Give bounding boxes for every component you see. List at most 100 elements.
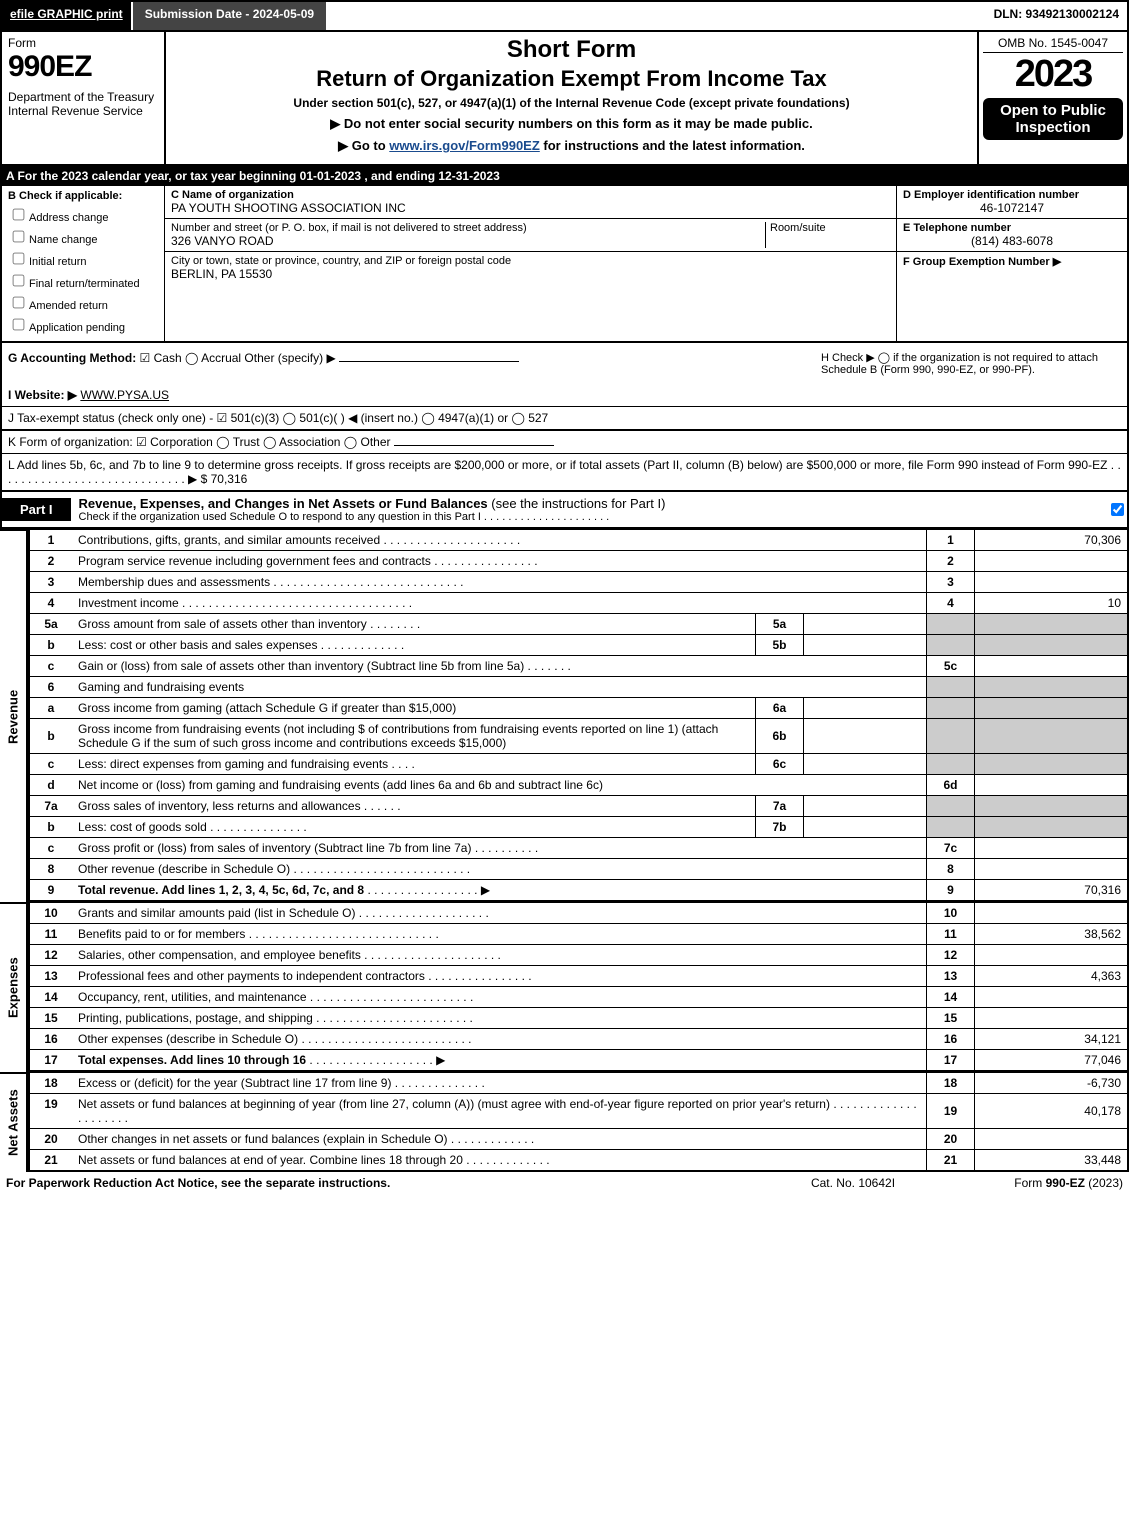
amount-14: [975, 987, 1129, 1008]
department: Department of the Treasury Internal Reve…: [8, 90, 158, 118]
amount-12: [975, 945, 1129, 966]
section-c: C Name of organization PA YOUTH SHOOTING…: [165, 186, 897, 341]
amount-18: -6,730: [975, 1073, 1129, 1094]
line-10: 10 Grants and similar amounts paid (list…: [29, 903, 1128, 924]
arrow-icon: ▶: [481, 883, 490, 897]
header-center: Short Form Return of Organization Exempt…: [166, 32, 979, 164]
chk-name-change[interactable]: Name change: [8, 227, 158, 246]
chk-final-return[interactable]: Final return/terminated: [8, 271, 158, 290]
line-7b: b Less: cost of goods sold . . . . . . .…: [29, 817, 1128, 838]
irs-link[interactable]: www.irs.gov/Form990EZ: [389, 138, 540, 153]
line-3: 3 Membership dues and assessments . . . …: [29, 572, 1128, 593]
phone-value: (814) 483-6078: [903, 234, 1121, 248]
g-options: ☑ Cash ◯ Accrual Other (specify) ▶: [140, 351, 336, 365]
amount-17: 77,046: [975, 1050, 1129, 1072]
line-19: 19 Net assets or fund balances at beginn…: [29, 1094, 1128, 1129]
revenue-section: Revenue 1 Contributions, gifts, grants, …: [0, 529, 1129, 902]
info-grid: B Check if applicable: Address change Na…: [0, 186, 1129, 343]
line-5b: b Less: cost or other basis and sales ex…: [29, 635, 1128, 656]
line-16: 16 Other expenses (describe in Schedule …: [29, 1029, 1128, 1050]
org-street-block: Number and street (or P. O. box, if mail…: [165, 219, 896, 252]
amount-19: 40,178: [975, 1094, 1129, 1129]
amount-21: 33,448: [975, 1150, 1129, 1172]
website-value: WWW.PYSA.US: [80, 388, 169, 402]
part-check: [1107, 500, 1127, 519]
part-subtitle: Check if the organization used Schedule …: [79, 511, 1099, 523]
k-other-line[interactable]: [394, 445, 554, 446]
omb-number: OMB No. 1545-0047: [983, 36, 1123, 53]
website-label: I Website: ▶: [8, 388, 77, 402]
line-6c: c Less: direct expenses from gaming and …: [29, 754, 1128, 775]
chk-address-change[interactable]: Address change: [8, 205, 158, 224]
amount-11: 38,562: [975, 924, 1129, 945]
group-exemption-label: F Group Exemption Number ▶: [903, 256, 1061, 268]
amount-4: 10: [975, 593, 1129, 614]
line-7a: 7a Gross sales of inventory, less return…: [29, 796, 1128, 817]
checkbox-icon[interactable]: [13, 275, 25, 287]
line-11: 11 Benefits paid to or for members . . .…: [29, 924, 1128, 945]
g-other-line[interactable]: [339, 361, 519, 362]
line-6b: b Gross income from fundraising events (…: [29, 719, 1128, 754]
street-label: Number and street (or P. O. box, if mail…: [171, 222, 527, 234]
l-text: L Add lines 5b, 6c, and 7b to line 9 to …: [8, 458, 1107, 472]
open-public-badge: Open to Public Inspection: [983, 98, 1123, 140]
part-badge: Part I: [2, 498, 71, 521]
chk-application-pending[interactable]: Application pending: [8, 315, 158, 334]
amount-8: [975, 859, 1129, 880]
org-city: BERLIN, PA 15530: [171, 267, 272, 281]
checkbox-icon[interactable]: [13, 319, 25, 331]
line-18: 18 Excess or (deficit) for the year (Sub…: [29, 1073, 1128, 1094]
form-header: Form 990EZ Department of the Treasury In…: [0, 32, 1129, 166]
checkbox-icon[interactable]: [13, 209, 25, 221]
section-d-e-f: D Employer identification number 46-1072…: [897, 186, 1127, 341]
revenue-tab: Revenue: [0, 529, 28, 902]
section-j: J Tax-exempt status (check only one) - ☑…: [0, 406, 1129, 429]
l-amount: 70,316: [207, 472, 247, 486]
line-21: 21 Net assets or fund balances at end of…: [29, 1150, 1128, 1172]
phone-block: E Telephone number (814) 483-6078: [897, 219, 1127, 252]
chk-amended-return[interactable]: Amended return: [8, 293, 158, 312]
room-label: Room/suite: [765, 222, 890, 248]
part-title-main: Revenue, Expenses, and Changes in Net As…: [79, 496, 488, 511]
revenue-table: 1 Contributions, gifts, grants, and simi…: [28, 529, 1129, 902]
top-bar: efile GRAPHIC print Submission Date - 20…: [0, 0, 1129, 32]
checkbox-icon[interactable]: [13, 253, 25, 265]
netassets-table: 18 Excess or (deficit) for the year (Sub…: [28, 1072, 1129, 1172]
g-label: G Accounting Method:: [8, 351, 136, 365]
efile-print-link[interactable]: efile GRAPHIC print: [2, 2, 133, 30]
ein-label: D Employer identification number: [903, 189, 1079, 201]
under-section: Under section 501(c), 527, or 4947(a)(1)…: [172, 96, 971, 110]
line-20: 20 Other changes in net assets or fund b…: [29, 1129, 1128, 1150]
org-name-label: C Name of organization: [171, 189, 294, 201]
j-text: J Tax-exempt status (check only one) - ☑…: [8, 411, 548, 425]
dln: DLN: 93492130002124: [986, 2, 1127, 30]
line-1: 1 Contributions, gifts, grants, and simi…: [29, 530, 1128, 551]
instruction-prefix: ▶ Go to: [338, 138, 389, 153]
short-form-title: Short Form: [172, 36, 971, 64]
form-number: 990EZ: [8, 50, 158, 84]
return-title: Return of Organization Exempt From Incom…: [172, 66, 971, 92]
instruction-goto: ▶ Go to www.irs.gov/Form990EZ for instru…: [172, 138, 971, 154]
expenses-section: Expenses 10 Grants and similar amounts p…: [0, 902, 1129, 1072]
ein-value: 46-1072147: [903, 201, 1121, 215]
org-name-block: C Name of organization PA YOUTH SHOOTING…: [165, 186, 896, 219]
checkbox-icon[interactable]: [13, 297, 25, 309]
section-i: I Website: ▶ WWW.PYSA.US: [0, 384, 1129, 406]
line-4: 4 Investment income . . . . . . . . . . …: [29, 593, 1128, 614]
line-6: 6 Gaming and fundraising events: [29, 677, 1128, 698]
line-2: 2 Program service revenue including gove…: [29, 551, 1128, 572]
submission-date: Submission Date - 2024-05-09: [133, 2, 326, 30]
netassets-tab: Net Assets: [0, 1072, 28, 1172]
line-6d: d Net income or (loss) from gaming and f…: [29, 775, 1128, 796]
line-17: 17 Total expenses. Add lines 10 through …: [29, 1050, 1128, 1072]
amount-20: [975, 1129, 1129, 1150]
org-street: 326 VANYO ROAD: [171, 234, 273, 248]
chk-initial-return[interactable]: Initial return: [8, 249, 158, 268]
header-left: Form 990EZ Department of the Treasury In…: [2, 32, 166, 164]
line-15: 15 Printing, publications, postage, and …: [29, 1008, 1128, 1029]
city-label: City or town, state or province, country…: [171, 255, 511, 267]
amount-3: [975, 572, 1129, 593]
part-title-suffix: (see the instructions for Part I): [488, 496, 666, 511]
checkbox-icon[interactable]: [13, 231, 25, 243]
schedule-o-checkbox[interactable]: [1111, 503, 1124, 516]
